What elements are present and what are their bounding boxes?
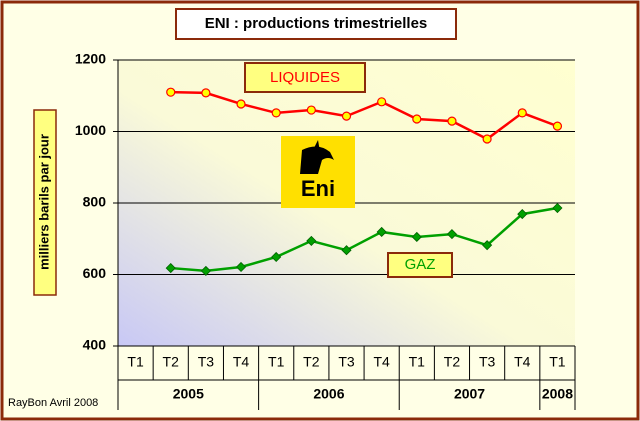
point — [446, 229, 458, 240]
point — [200, 265, 211, 276]
point — [412, 114, 422, 124]
x-tick-label: T2 — [163, 354, 180, 370]
y-label-box — [33, 109, 57, 296]
series-line — [170, 206, 558, 273]
x-tick-label: T4 — [514, 354, 531, 370]
y-tick-label: 400 — [83, 337, 107, 353]
group-label: 2006 — [313, 386, 344, 402]
group-label: 2007 — [454, 386, 485, 402]
point — [341, 111, 352, 121]
point — [236, 99, 246, 109]
legend-label: LIQUIDES — [270, 69, 340, 86]
x-tick-label: T2 — [303, 354, 320, 370]
x-tick-label: T4 — [373, 354, 390, 370]
point — [482, 240, 493, 251]
legend-label: GAZ — [405, 256, 436, 273]
y-tick-label: 1000 — [75, 122, 106, 138]
point — [552, 121, 563, 131]
legend-box — [244, 62, 366, 93]
group-label: 2005 — [173, 386, 204, 402]
logo: Eni — [281, 136, 355, 208]
point — [235, 261, 247, 273]
logo-text: Eni — [301, 176, 335, 201]
point — [341, 245, 352, 256]
point — [166, 87, 176, 97]
point — [517, 108, 527, 118]
point — [306, 235, 317, 246]
point — [201, 88, 211, 98]
x-tick-label: T1 — [268, 354, 285, 370]
y-tick-label: 600 — [83, 265, 107, 281]
point — [271, 251, 282, 263]
group-label: 2008 — [542, 386, 573, 402]
x-tick-label: T4 — [233, 354, 250, 370]
point — [552, 202, 563, 214]
point — [271, 108, 281, 118]
x-tick-label: T1 — [127, 354, 144, 370]
legend-box — [387, 252, 453, 278]
point — [482, 134, 492, 144]
point — [306, 105, 316, 115]
point — [377, 97, 387, 107]
chart-title: ENI : productions trimestrielles — [205, 15, 428, 32]
x-tick-label: T1 — [409, 354, 426, 370]
point — [517, 209, 528, 220]
x-tick-label: T3 — [338, 354, 355, 370]
x-tick-label: T3 — [479, 354, 496, 370]
source-note: RayBon Avril 2008 — [8, 397, 98, 409]
x-tick-label: T3 — [198, 354, 215, 370]
series-line — [170, 90, 558, 141]
point — [376, 226, 387, 238]
point — [447, 116, 457, 126]
logo-flame — [312, 140, 320, 152]
x-tick-label: T2 — [444, 354, 461, 370]
x-tick-label: T1 — [549, 354, 566, 370]
logo-dog — [300, 146, 334, 174]
y-tick-label: 1200 — [75, 51, 106, 67]
y-axis-label: milliers barils par jour — [36, 134, 51, 270]
y-tick-label: 800 — [83, 194, 107, 210]
point — [165, 262, 176, 274]
title-box — [175, 8, 457, 40]
point — [411, 231, 422, 243]
